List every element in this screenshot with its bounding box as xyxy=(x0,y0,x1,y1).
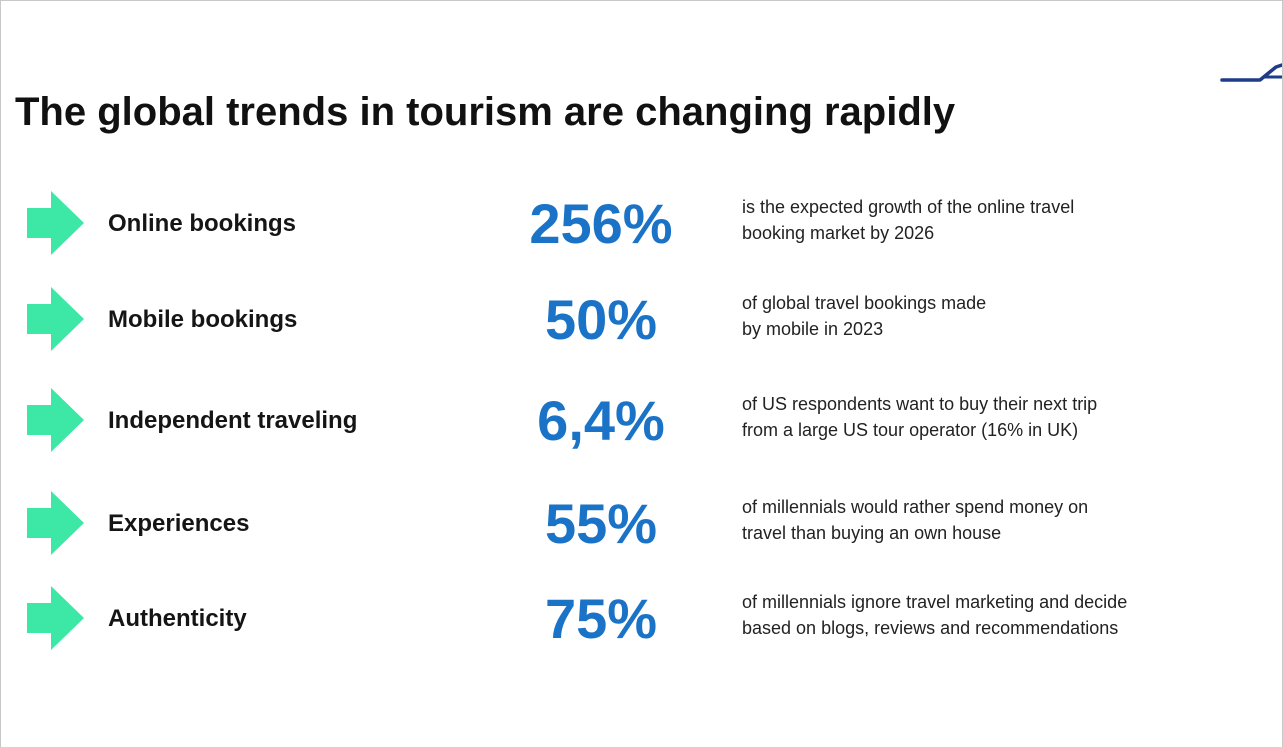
trend-percent: 55% xyxy=(544,492,658,555)
trend-label: Mobile bookings xyxy=(108,306,298,333)
arrow-right-icon xyxy=(27,586,84,650)
trend-percent: 256% xyxy=(529,192,673,255)
trend-description: of US respondents want to buy their next… xyxy=(742,394,1098,440)
trend-percent: 75% xyxy=(544,587,658,650)
trend-label: Online bookings xyxy=(108,210,297,237)
trend-percent: 50% xyxy=(544,288,658,351)
trend-description: of millennials would rather spend money … xyxy=(742,497,1089,543)
trend-description: is the expected growth of the online tra… xyxy=(742,197,1075,243)
arrow-right-icon xyxy=(27,388,84,452)
trend-row-independent-traveling: Independent traveling 6,4% of US respond… xyxy=(1,381,1282,461)
arrow-right-icon xyxy=(27,491,84,555)
trend-description: of global travel bookings made by mobile… xyxy=(742,293,987,339)
trend-label: Authenticity xyxy=(108,605,247,632)
trend-row-experiences: Experiences 55% of millennials would rat… xyxy=(1,484,1282,564)
trend-description: of millennials ignore travel marketing a… xyxy=(742,592,1128,638)
trend-label: Independent traveling xyxy=(108,407,358,434)
logo-mark xyxy=(1220,63,1282,82)
trend-percent: 6,4% xyxy=(537,389,665,452)
trend-row-mobile-bookings: Mobile bookings 50% of global travel boo… xyxy=(1,280,1282,360)
arrow-right-icon xyxy=(27,287,84,351)
trend-row-authenticity: Authenticity 75% of millennials ignore t… xyxy=(1,579,1282,659)
arrow-right-icon xyxy=(27,191,84,255)
trend-row-online-bookings: Online bookings 256% is the expected gro… xyxy=(1,184,1282,264)
slide-title: The global trends in tourism are changin… xyxy=(15,90,956,134)
trend-label: Experiences xyxy=(108,510,250,537)
